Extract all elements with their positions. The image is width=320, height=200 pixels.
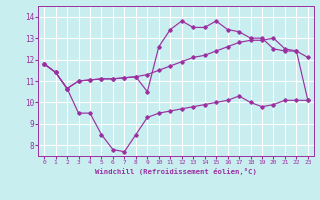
X-axis label: Windchill (Refroidissement éolien,°C): Windchill (Refroidissement éolien,°C) bbox=[95, 168, 257, 175]
